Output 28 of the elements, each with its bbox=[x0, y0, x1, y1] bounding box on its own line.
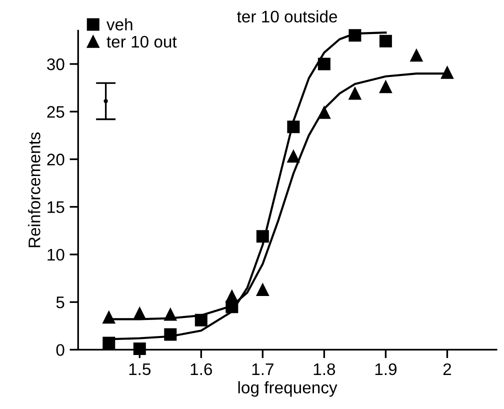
x-tick-label: 1.8 bbox=[314, 363, 336, 376]
y-tick-label: 0 bbox=[56, 344, 64, 356]
point bbox=[318, 58, 330, 70]
x-axis-title: log frequency bbox=[238, 381, 338, 397]
chart-title: ter 10 outside bbox=[237, 10, 338, 23]
point bbox=[348, 87, 362, 100]
point bbox=[104, 99, 108, 104]
y-tick-label: 10 bbox=[48, 248, 64, 261]
x-tick-label: 1.5 bbox=[129, 364, 151, 376]
y-tick-label: 20 bbox=[47, 154, 64, 166]
x-tick-label: 1.7 bbox=[252, 364, 274, 375]
point bbox=[440, 66, 454, 79]
legend-label: ter 10 out bbox=[106, 36, 177, 48]
point bbox=[256, 283, 269, 296]
point bbox=[379, 80, 392, 94]
point bbox=[410, 49, 423, 62]
point bbox=[379, 34, 392, 48]
point bbox=[287, 150, 300, 163]
x-tick-label: 1.6 bbox=[190, 363, 212, 376]
y-tick-label: 25 bbox=[47, 106, 64, 118]
y-axis-title: Reinforcements bbox=[28, 132, 40, 248]
y-tick-label: 5 bbox=[56, 296, 64, 308]
x-tick-label: 1.9 bbox=[375, 363, 397, 376]
legend-label: veh bbox=[106, 18, 132, 30]
y-tick-label: 30 bbox=[47, 58, 64, 70]
y-tick-label: 15 bbox=[48, 201, 64, 214]
point bbox=[226, 290, 238, 303]
x-tick-label: 2 bbox=[443, 363, 452, 375]
